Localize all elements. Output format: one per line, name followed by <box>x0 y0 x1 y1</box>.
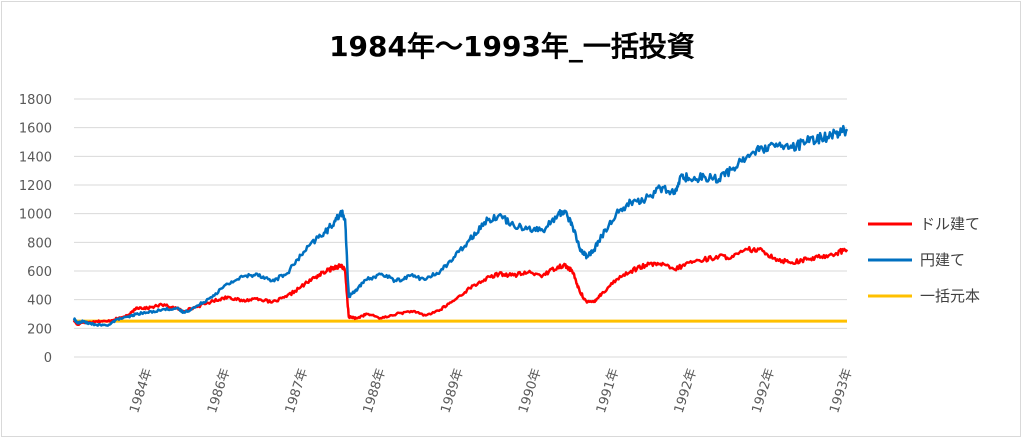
series-layer <box>72 124 849 327</box>
y-tick-label: 800 <box>27 236 52 251</box>
x-tick-label: 1988年 <box>361 367 390 415</box>
x-tick-label: 1993年 <box>827 367 856 415</box>
legend-label: ドル建て <box>920 215 980 233</box>
y-tick-label: 1400 <box>19 150 52 165</box>
series-line-1 <box>72 124 849 327</box>
x-tick-label: 1990年 <box>516 367 545 415</box>
grid-layer <box>74 98 847 358</box>
y-tick-label: 600 <box>27 265 52 280</box>
y-tick-label: 1600 <box>19 122 52 137</box>
y-tick-label: 1800 <box>19 93 52 108</box>
x-tick-label: 1992年 <box>672 367 701 415</box>
x-tick-label: 1991年 <box>594 367 623 415</box>
y-tick-label: 1000 <box>19 208 52 223</box>
y-tick-label: 1200 <box>19 179 52 194</box>
series-line-0 <box>72 245 849 327</box>
y-tick-label: 0 <box>44 351 52 366</box>
x-tick-label: 1987年 <box>283 367 312 415</box>
y-axis-ticks: 0 200 400 600 800 1000 1200 1400 1600 1800 <box>19 93 52 366</box>
x-tick-label: 1984年 <box>127 367 156 415</box>
y-tick-label: 400 <box>27 294 52 309</box>
legend-label: 一括元本 <box>920 287 980 305</box>
x-tick-label: 1989年 <box>438 367 467 415</box>
legend-label: 円建て <box>920 251 965 269</box>
x-tick-label: 1986年 <box>205 367 234 415</box>
x-tick-label: 1992年 <box>750 367 779 415</box>
y-tick-label: 200 <box>27 322 52 337</box>
chart-title: 1984年～1993年_一括投資 <box>329 30 695 63</box>
x-axis-ticks: 1984年 1986年 1987年 1988年 1989年 1990年 1991年 1992年… <box>127 367 856 415</box>
